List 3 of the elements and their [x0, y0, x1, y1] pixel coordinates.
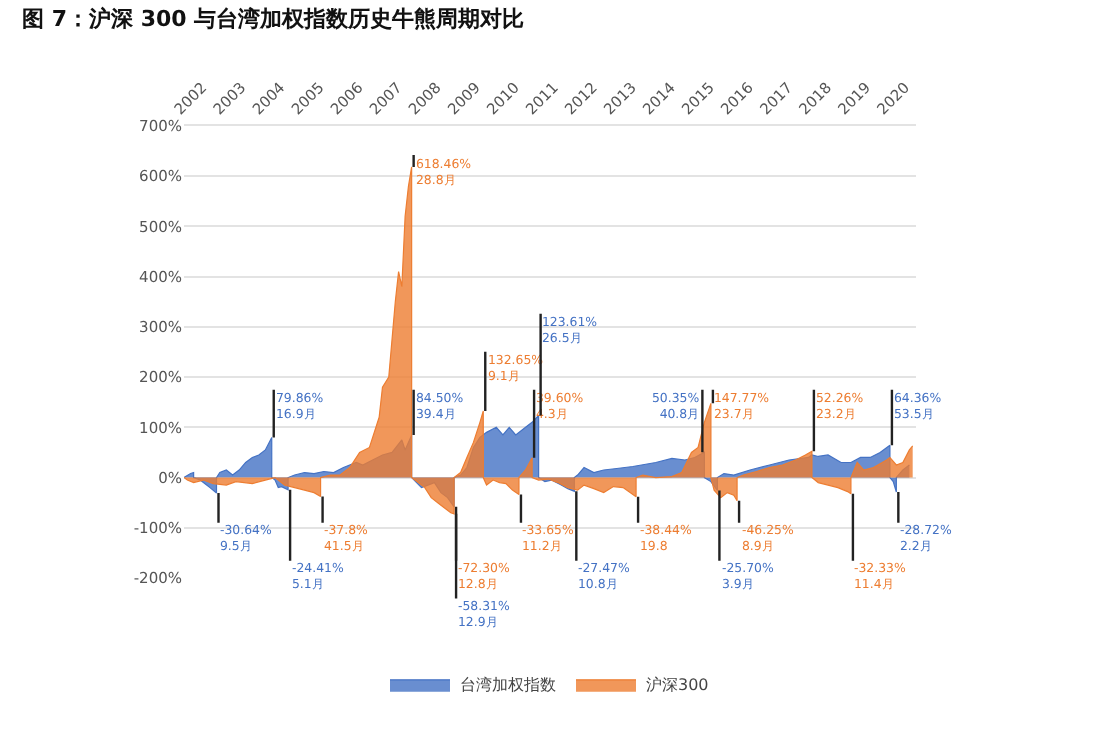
legend-label: 沪深300 — [646, 676, 709, 695]
chart-title: 图 7：沪深 300 与台湾加权指数历史牛熊周期对比 — [22, 6, 525, 33]
legend-label: 台湾加权指数 — [460, 676, 556, 695]
